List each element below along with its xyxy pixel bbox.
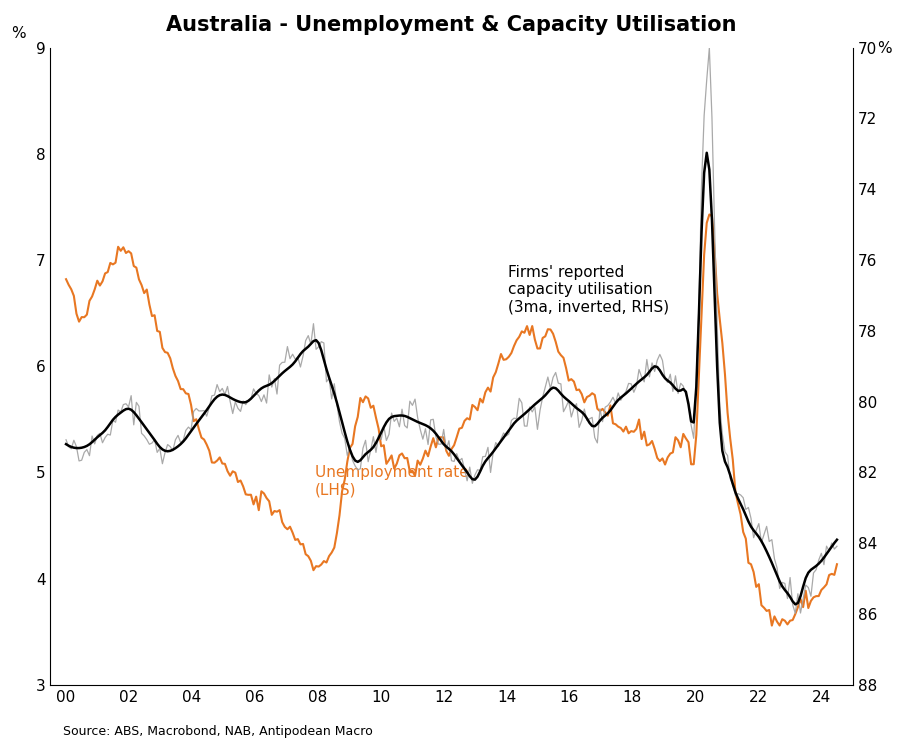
Text: Unemployment rate
(LHS): Unemployment rate (LHS): [315, 464, 468, 497]
Text: Source: ABS, Macrobond, NAB, Antipodean Macro: Source: ABS, Macrobond, NAB, Antipodean …: [63, 725, 373, 738]
Y-axis label: %: %: [877, 42, 891, 56]
Text: Firms' reported
capacity utilisation
(3ma, inverted, RHS): Firms' reported capacity utilisation (3m…: [507, 265, 668, 315]
Y-axis label: %: %: [11, 26, 25, 42]
Title: Australia - Unemployment & Capacity Utilisation: Australia - Unemployment & Capacity Util…: [166, 15, 736, 35]
